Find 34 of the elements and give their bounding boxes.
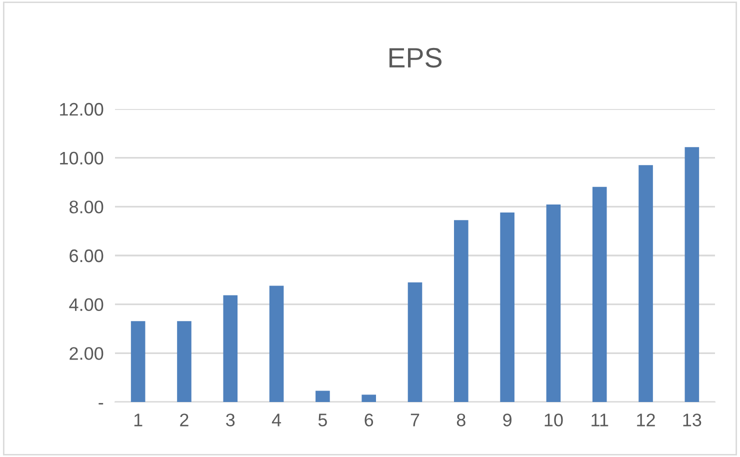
- bar: [362, 394, 376, 402]
- x-tick-label: 13: [683, 414, 702, 426]
- bar: [408, 282, 422, 402]
- x-tick-label: 9: [503, 414, 512, 426]
- y-tick-label: 6.00: [70, 249, 104, 262]
- x-tick-label: 6: [364, 414, 374, 426]
- y-tick-label: -: [98, 403, 104, 404]
- y-tick-label: 8.00: [70, 200, 104, 214]
- bar: [684, 147, 700, 402]
- bar: [269, 286, 284, 402]
- x-tick-label: 3: [226, 414, 235, 426]
- y-tick-label: 10.00: [60, 152, 104, 165]
- x-tick-label: 12: [637, 414, 655, 426]
- bar: [223, 295, 238, 402]
- bar: [500, 212, 514, 402]
- bar: [316, 390, 330, 402]
- bar: [454, 220, 468, 402]
- bar: [177, 321, 192, 402]
- y-tick-label: 2.00: [70, 347, 104, 360]
- chart-title: EPS: [389, 48, 442, 68]
- bar: [592, 186, 607, 402]
- bar: [130, 321, 146, 402]
- x-tick-label: 7: [410, 414, 420, 426]
- x-tick-label: 8: [456, 414, 466, 426]
- x-tick-label: 4: [272, 414, 282, 426]
- bar: [638, 165, 653, 402]
- y-tick-label: 12.00: [60, 102, 104, 116]
- x-tick-label: 5: [318, 414, 327, 426]
- x-tick-label: 1: [134, 414, 142, 426]
- x-tick-label: 10: [544, 414, 563, 426]
- bar: [546, 204, 561, 402]
- y-tick-label: 4.00: [69, 298, 104, 312]
- x-tick-label: 2: [180, 414, 188, 426]
- x-tick-label: 11: [592, 414, 608, 426]
